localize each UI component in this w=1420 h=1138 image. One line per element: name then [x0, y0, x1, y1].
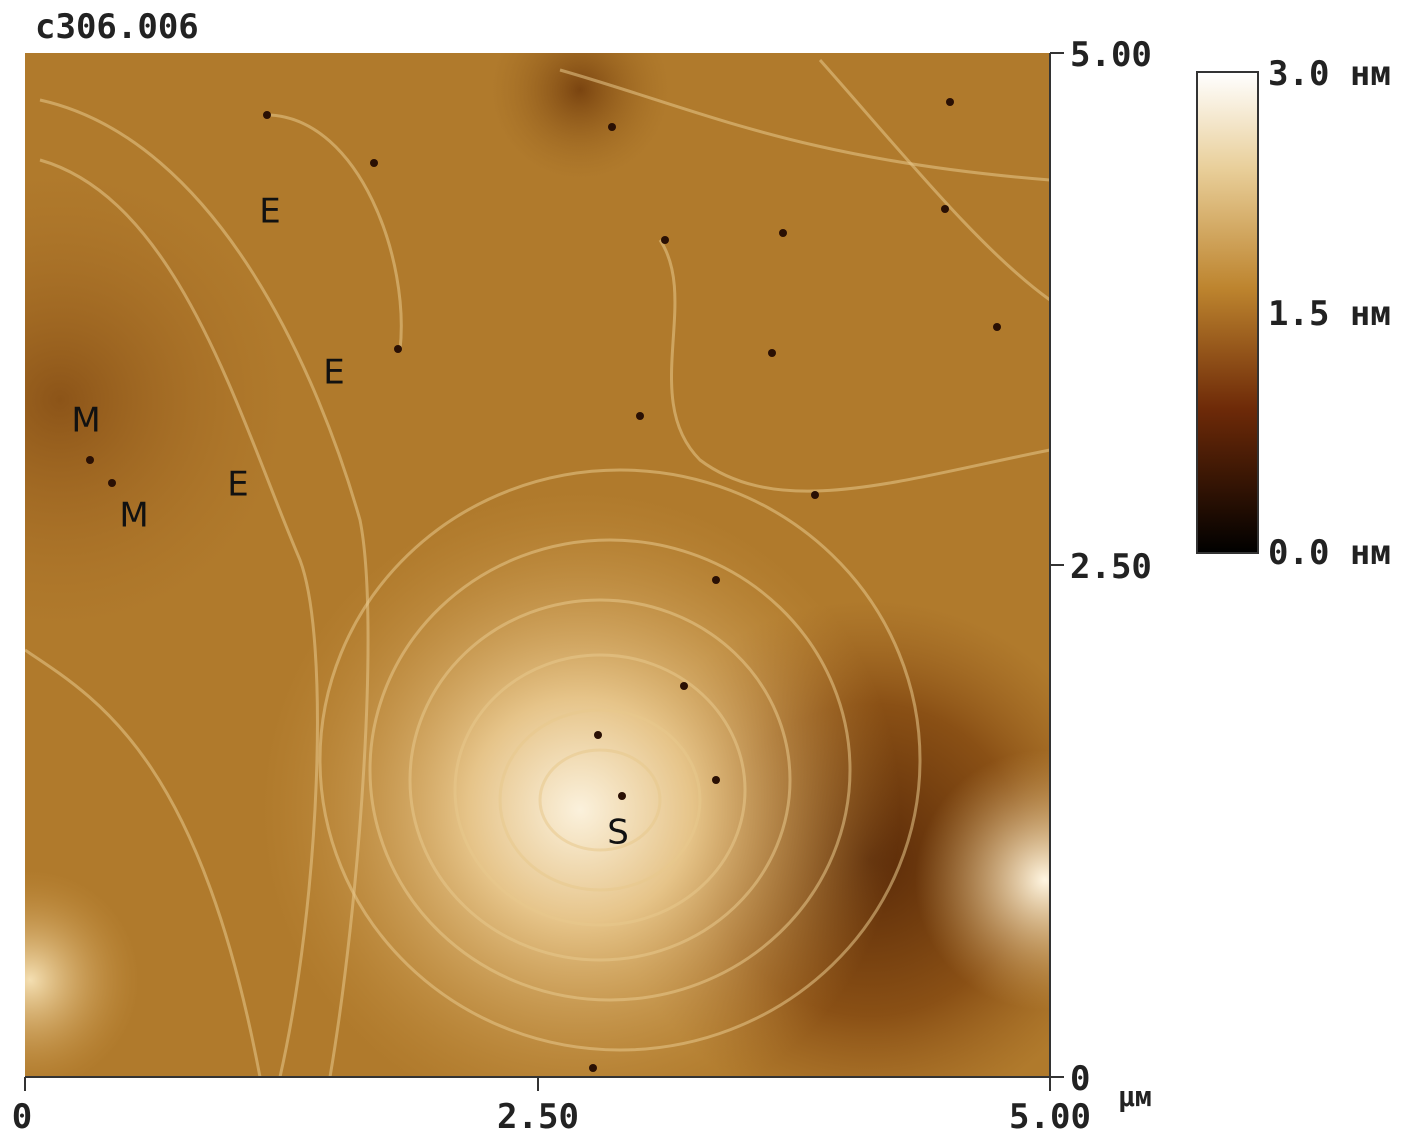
x-unit: μм [1118, 1080, 1152, 1113]
afm-image [25, 53, 1050, 1077]
annotation: M [71, 401, 100, 441]
x-tick-label: 0 [12, 1097, 32, 1137]
y-tick-label: 2.50 [1070, 547, 1152, 587]
annotation: E [227, 465, 248, 505]
annotation: E [259, 192, 280, 232]
annotation: S [607, 813, 629, 853]
annotation: E [323, 353, 344, 393]
axes [24, 52, 1064, 1091]
colorbar-label: 0.0 нм [1268, 533, 1391, 573]
title: c306.006 [35, 7, 199, 47]
x-tick-label: 5.00 [1009, 1097, 1091, 1137]
colorbar-label: 3.0 нм [1268, 54, 1391, 94]
colorbar-label: 1.5 нм [1268, 294, 1391, 334]
annotation: M [119, 496, 148, 536]
colorbar [1196, 71, 1259, 554]
y-tick-label: 0 [1070, 1059, 1090, 1099]
y-tick-label: 5.00 [1070, 35, 1152, 75]
x-tick-label: 2.50 [497, 1097, 579, 1137]
